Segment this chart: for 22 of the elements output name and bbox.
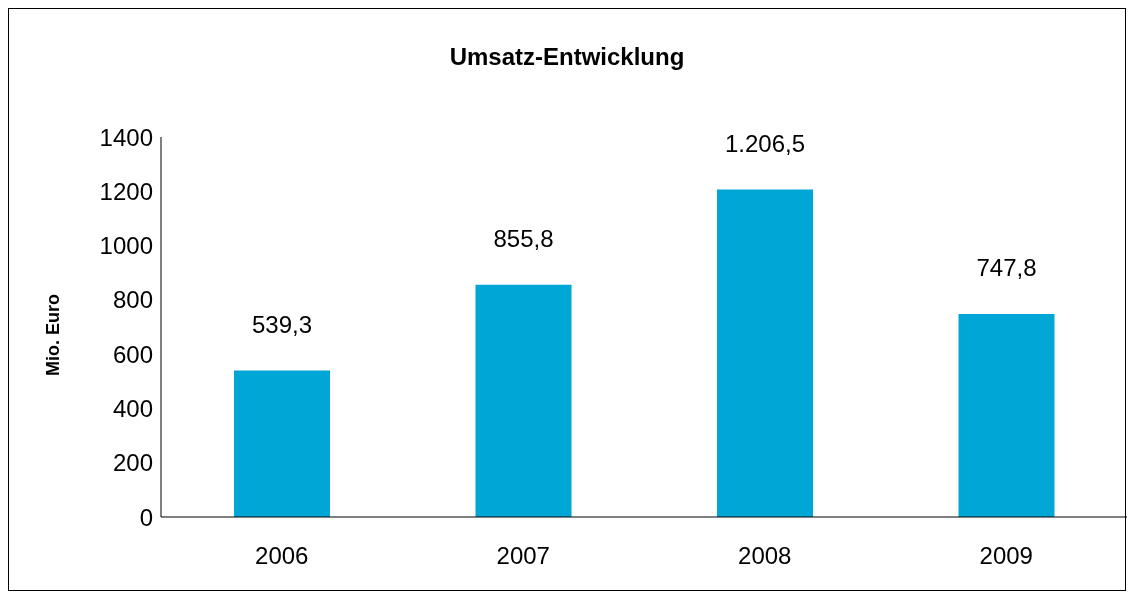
data-label: 747,8: [976, 254, 1037, 282]
data-label: 1.206,5: [724, 129, 806, 157]
y-tick-label: 0: [139, 503, 153, 531]
y-tick-label: 1000: [99, 232, 153, 260]
bar: [717, 189, 813, 517]
y-tick-label: 800: [112, 286, 153, 314]
bar: [475, 284, 572, 517]
bar: [234, 370, 330, 517]
y-tick-label: 200: [112, 449, 153, 477]
x-tick-label: 2009: [979, 542, 1033, 570]
y-tick-label: 1400: [99, 123, 153, 151]
data-label: 539,3: [251, 310, 313, 338]
y-axis-title: Mio. Euro: [42, 294, 64, 376]
x-tick-label: 2008: [738, 542, 792, 570]
y-tick-label: 1200: [99, 177, 153, 205]
y-tick-label: 400: [112, 394, 153, 422]
y-tick-label: 600: [112, 340, 153, 368]
x-tick-label: 2006: [255, 542, 309, 570]
bar: [958, 314, 1055, 517]
chart-title: Umsatz-Entwicklung: [448, 43, 686, 71]
data-label: 855,8: [493, 224, 554, 252]
x-tick-label: 2007: [496, 542, 550, 570]
